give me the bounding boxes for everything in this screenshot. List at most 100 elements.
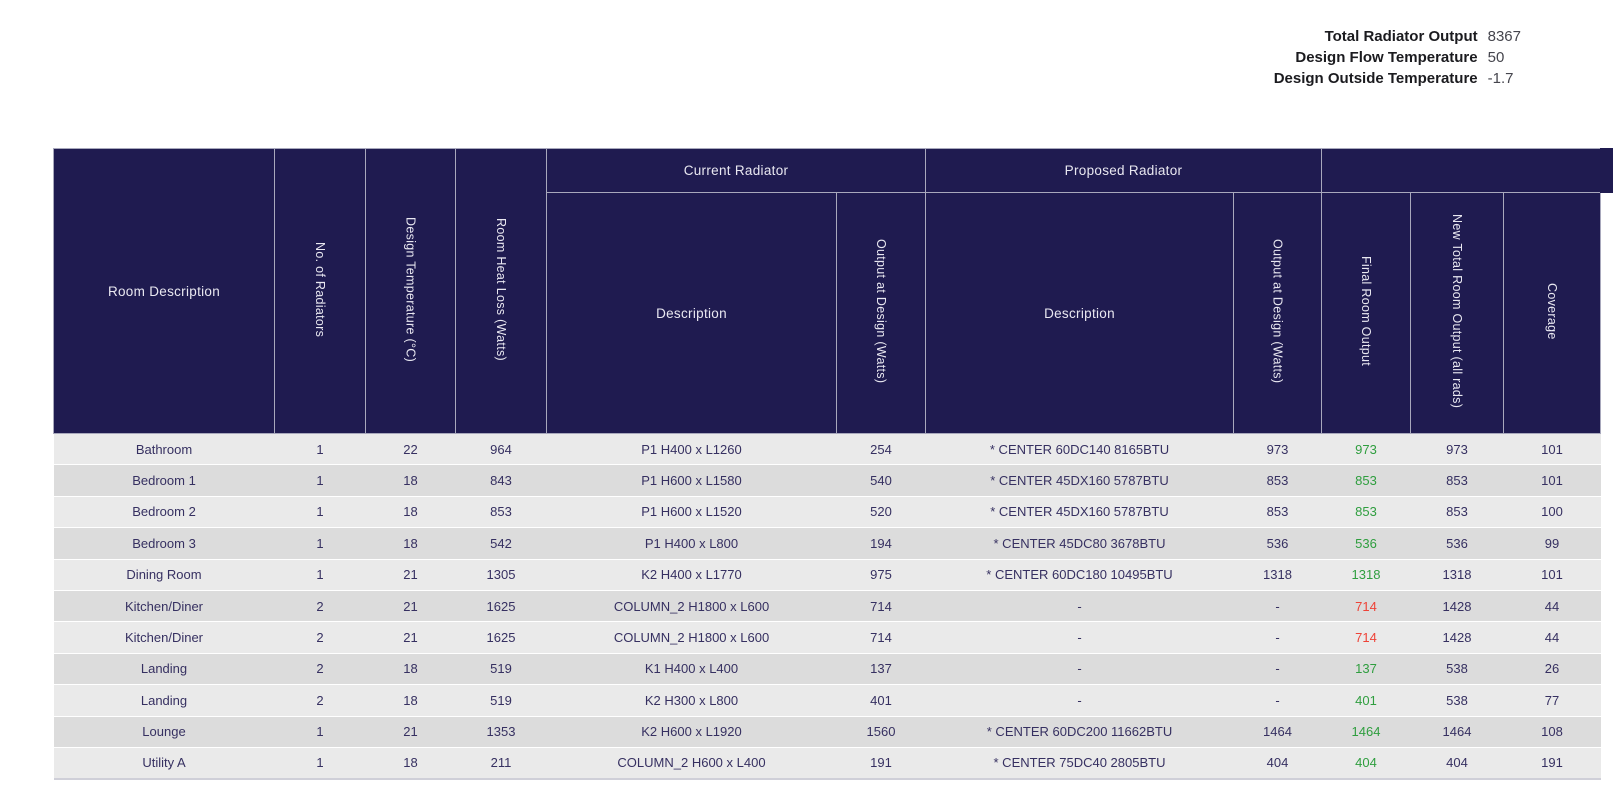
sub-header-row: Description Output at Design (Watts) Des… [54, 192, 1602, 434]
cell-coverage: 100 [1503, 495, 1601, 528]
cell-current-description: K1 H400 x L400 [546, 652, 837, 685]
cell-current-output: 401 [836, 684, 926, 717]
cell-new-total-output: 1464 [1410, 715, 1504, 748]
cell-proposed-description: - [925, 589, 1234, 622]
cell-design-temperature: 18 [365, 684, 456, 717]
cell-current-output: 137 [836, 652, 926, 685]
cell-proposed-output: - [1233, 684, 1322, 717]
table-row: Bedroom 2 1 18 853 P1 H600 x L1520 520 *… [53, 495, 1601, 528]
cell-room-heat-loss: 211 [455, 746, 547, 780]
cell-coverage: 108 [1503, 715, 1601, 748]
cell-current-output: 714 [836, 589, 926, 622]
cell-room-description: Lounge [53, 715, 275, 748]
cell-proposed-output: 853 [1233, 464, 1322, 497]
cell-proposed-output: 1318 [1233, 558, 1322, 591]
cell-proposed-description: * CENTER 45DX160 5787BTU [925, 464, 1234, 497]
cell-final-room-output: 1318 [1321, 558, 1411, 591]
cell-proposed-output: 1464 [1233, 715, 1322, 748]
cell-num-radiators: 2 [274, 621, 366, 654]
cell-current-description: K2 H400 x L1770 [546, 558, 837, 591]
summary-value-design-outside-temperature: -1.7 [1487, 70, 1514, 87]
group-header-current-radiator-label: Current Radiator [683, 163, 789, 178]
cell-room-description: Utility A [53, 746, 275, 780]
cutoff-header-sliver [1600, 148, 1613, 193]
radiator-schedule-table: Room Description No. of Radiators Design… [53, 148, 1602, 780]
col-header-room-heat-loss-label: Room Heat Loss (Watts) [494, 218, 509, 361]
cell-room-description: Kitchen/Diner [53, 621, 275, 654]
cell-num-radiators: 1 [274, 715, 366, 748]
summary-label-design-outside-temperature: Design Outside Temperature [1273, 70, 1478, 87]
summary-value-total-radiator-output: 8367 [1487, 28, 1521, 45]
cell-current-description: P1 H600 x L1520 [546, 495, 837, 528]
col-header-current-description-label: Description [656, 305, 727, 321]
cell-proposed-description: * CENTER 45DC80 3678BTU [925, 527, 1234, 560]
cell-room-description: Dining Room [53, 558, 275, 591]
cell-coverage: 191 [1503, 746, 1601, 780]
col-header-final-room-output-label: Final Room Output [1359, 256, 1374, 367]
col-header-proposed-description-label: Description [1044, 305, 1115, 321]
col-header-final-room-output: Final Room Output [1321, 192, 1412, 434]
cell-design-temperature: 18 [365, 464, 456, 497]
cell-room-heat-loss: 1305 [455, 558, 547, 591]
table-row: Utility A 1 18 211 COLUMN_2 H600 x L400 … [53, 746, 1601, 780]
cell-final-room-output: 853 [1321, 495, 1411, 528]
cell-new-total-output: 1428 [1410, 621, 1504, 654]
cell-proposed-output: 853 [1233, 495, 1322, 528]
cell-proposed-output: - [1233, 652, 1322, 685]
cell-design-temperature: 18 [365, 652, 456, 685]
cell-room-description: Bedroom 2 [53, 495, 275, 528]
col-header-num-radiators-label: No. of Radiators [313, 241, 328, 338]
cell-proposed-output: 973 [1233, 432, 1322, 465]
cell-room-heat-loss: 519 [455, 684, 547, 717]
cell-proposed-output: 404 [1233, 746, 1322, 780]
cell-proposed-description: * CENTER 60DC200 11662BTU [925, 715, 1234, 748]
table-row: Lounge 1 21 1353 K2 H600 x L1920 1560 * … [53, 715, 1601, 748]
summary-label-total-radiator-output: Total Radiator Output [1324, 28, 1478, 45]
cell-new-total-output: 1428 [1410, 589, 1504, 622]
cell-design-temperature: 18 [365, 495, 456, 528]
cell-final-room-output: 1464 [1321, 715, 1411, 748]
group-header-results [1321, 148, 1602, 193]
col-header-coverage: Coverage [1503, 192, 1602, 434]
cell-room-heat-loss: 1625 [455, 589, 547, 622]
cell-current-output: 714 [836, 621, 926, 654]
cell-room-heat-loss: 542 [455, 527, 547, 560]
cell-proposed-description: * CENTER 60DC140 8165BTU [925, 432, 1234, 465]
cell-room-description: Landing [53, 684, 275, 717]
col-header-current-description: Description [546, 192, 837, 434]
col-header-coverage-label: Coverage [1545, 283, 1560, 340]
table-row: Bedroom 3 1 18 542 P1 H400 x L800 194 * … [53, 527, 1601, 560]
cell-design-temperature: 18 [365, 527, 456, 560]
cell-coverage: 101 [1503, 558, 1601, 591]
cell-coverage: 99 [1503, 527, 1601, 560]
table-header: Room Description No. of Radiators Design… [53, 148, 1602, 434]
cell-proposed-description: - [925, 621, 1234, 654]
cell-current-description: P1 H400 x L800 [546, 527, 837, 560]
cell-final-room-output: 714 [1321, 621, 1411, 654]
cell-current-output: 1560 [836, 715, 926, 748]
cell-room-heat-loss: 964 [455, 432, 547, 465]
cell-room-description: Bedroom 1 [53, 464, 275, 497]
cell-new-total-output: 404 [1410, 746, 1504, 780]
table-row: Kitchen/Diner 2 21 1625 COLUMN_2 H1800 x… [53, 621, 1601, 654]
cell-proposed-description: - [925, 684, 1234, 717]
summary-block: Total Radiator Output 8367 Design Flow T… [1274, 26, 1521, 89]
cell-new-total-output: 853 [1410, 495, 1504, 528]
cell-final-room-output: 404 [1321, 746, 1411, 780]
cell-num-radiators: 2 [274, 652, 366, 685]
group-header-proposed-radiator-label: Proposed Radiator [1064, 163, 1183, 178]
cell-current-output: 254 [836, 432, 926, 465]
cell-room-heat-loss: 1353 [455, 715, 547, 748]
cell-room-heat-loss: 519 [455, 652, 547, 685]
cell-final-room-output: 401 [1321, 684, 1411, 717]
group-header-row: Room Description No. of Radiators Design… [53, 148, 1602, 434]
cell-new-total-output: 538 [1410, 684, 1504, 717]
cell-coverage: 26 [1503, 652, 1601, 685]
cell-design-temperature: 21 [365, 621, 456, 654]
table-row: Bedroom 1 1 18 843 P1 H600 x L1580 540 *… [53, 464, 1601, 497]
cell-proposed-output: - [1233, 589, 1322, 622]
col-header-design-temperature: Design Temperature (°C) [365, 148, 456, 434]
cell-new-total-output: 973 [1410, 432, 1504, 465]
cell-room-description: Bedroom 3 [53, 527, 275, 560]
col-header-proposed-output: Output at Design (Watts) [1232, 192, 1323, 434]
